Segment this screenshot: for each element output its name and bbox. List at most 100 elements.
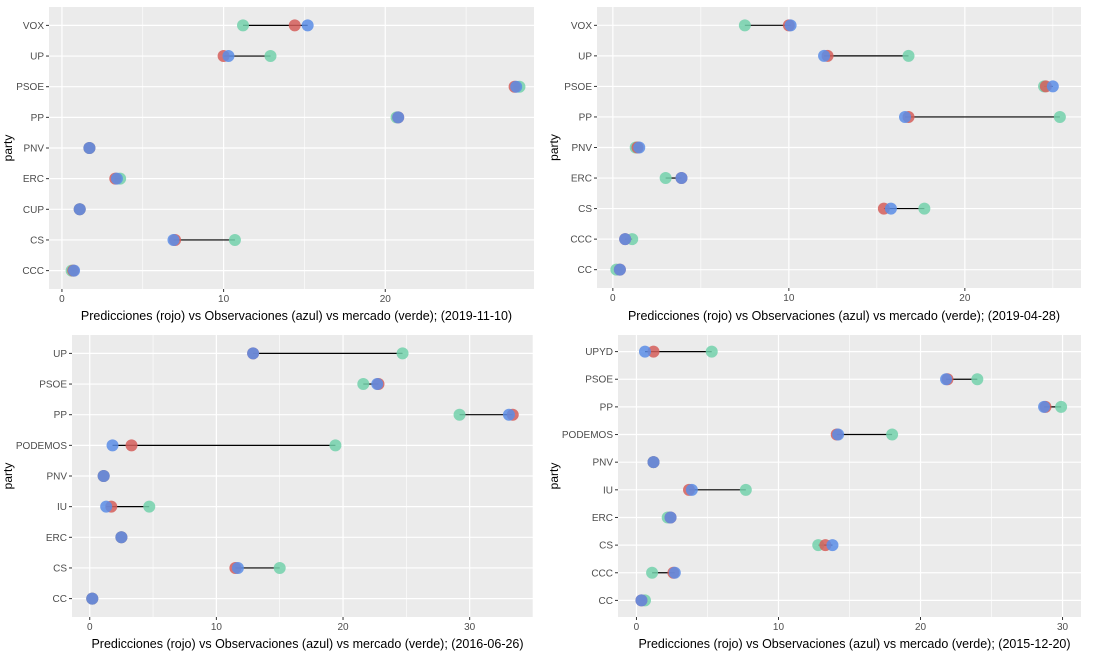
observation-point-erc bbox=[115, 531, 128, 544]
x-axis-title: Predicciones (rojo) vs Observaciones (az… bbox=[91, 637, 523, 651]
y-tick-label: UP bbox=[30, 52, 44, 63]
prediction-point-upyd bbox=[647, 345, 660, 358]
observation-point-vox bbox=[301, 19, 314, 32]
y-tick-label: PSOE bbox=[564, 82, 592, 93]
observation-point-psoe bbox=[510, 80, 523, 93]
x-tick-label: 20 bbox=[915, 622, 927, 633]
market-point-podemos bbox=[886, 428, 899, 441]
y-tick-label: PODEMOS bbox=[16, 441, 67, 452]
market-point-upyd bbox=[705, 345, 718, 358]
y-tick-label: PSOE bbox=[39, 380, 67, 391]
observation-point-pp bbox=[899, 110, 911, 123]
y-axis-title: party bbox=[547, 463, 561, 490]
observation-point-pnv bbox=[83, 142, 96, 154]
market-point-pp bbox=[453, 408, 466, 421]
x-tick-label: 0 bbox=[59, 294, 65, 305]
observation-point-ccc bbox=[668, 566, 681, 579]
y-tick-label: PP bbox=[600, 402, 614, 413]
x-tick-label: 10 bbox=[211, 622, 223, 633]
observation-point-cc bbox=[613, 263, 626, 276]
observation-point-pnv bbox=[97, 470, 110, 482]
y-tick-label: UP bbox=[53, 349, 67, 360]
observation-point-pp bbox=[502, 408, 515, 421]
observation-point-vox bbox=[784, 19, 797, 32]
x-axis-title: Predicciones (rojo) vs Observaciones (az… bbox=[81, 309, 512, 323]
y-tick-label: IU bbox=[57, 502, 67, 513]
observation-point-pp bbox=[392, 111, 405, 124]
y-tick-label: CS bbox=[578, 204, 592, 215]
x-axis-title: Predicciones (rojo) vs Observaciones (az… bbox=[628, 309, 1060, 323]
y-tick-label: VOX bbox=[23, 21, 44, 32]
observation-point-pnv bbox=[647, 456, 660, 469]
observation-point-pp bbox=[1038, 400, 1051, 413]
y-axis-title: party bbox=[1, 463, 15, 490]
observation-point-up bbox=[222, 50, 235, 63]
y-tick-label: PSOE bbox=[585, 375, 613, 386]
market-point-up bbox=[396, 347, 409, 360]
y-tick-label: ERC bbox=[23, 174, 44, 185]
observation-point-cup bbox=[73, 203, 86, 216]
y-tick-label: PNV bbox=[23, 144, 44, 155]
observation-point-iu bbox=[685, 483, 698, 496]
prediction-point-vox bbox=[288, 19, 301, 32]
y-tick-label: CC bbox=[578, 265, 592, 276]
observation-point-cs bbox=[231, 561, 244, 574]
y-tick-label: VOX bbox=[571, 21, 592, 32]
observation-point-erc bbox=[675, 172, 688, 185]
market-point-pp bbox=[1053, 110, 1066, 123]
prediction-point-podemos bbox=[125, 439, 138, 452]
observation-point-cs bbox=[167, 233, 180, 246]
market-point-vox bbox=[738, 19, 751, 32]
y-tick-label: CUP bbox=[23, 205, 44, 216]
observation-point-cc bbox=[635, 594, 648, 607]
observation-point-psoe bbox=[371, 378, 384, 391]
y-tick-label: ERC bbox=[592, 513, 613, 524]
y-tick-label: CCC bbox=[591, 568, 613, 579]
market-point-up bbox=[264, 50, 277, 63]
observation-point-cc bbox=[86, 592, 99, 605]
y-tick-label: ERC bbox=[46, 533, 67, 544]
market-point-cs bbox=[273, 561, 286, 574]
x-tick-label: 10 bbox=[218, 294, 230, 305]
market-point-pp bbox=[1055, 400, 1068, 413]
observation-point-psoe bbox=[940, 373, 953, 386]
y-tick-label: PSOE bbox=[16, 82, 44, 93]
market-point-psoe bbox=[357, 378, 370, 391]
market-point-ccc bbox=[646, 566, 659, 579]
observation-point-up bbox=[247, 347, 260, 360]
y-tick-label: ERC bbox=[571, 174, 592, 185]
x-tick-label: 20 bbox=[337, 622, 349, 633]
observation-point-cs bbox=[826, 539, 839, 552]
observation-point-upyd bbox=[638, 345, 651, 358]
y-axis-title: party bbox=[1, 135, 15, 162]
market-point-psoe bbox=[971, 373, 984, 386]
x-tick-label: 10 bbox=[783, 293, 795, 304]
x-tick-label: 10 bbox=[773, 622, 785, 633]
observation-point-iu bbox=[100, 500, 113, 513]
observation-point-cs bbox=[884, 202, 897, 215]
observation-point-up bbox=[818, 49, 831, 62]
observation-point-ccc bbox=[619, 233, 632, 246]
x-tick-label: 20 bbox=[959, 293, 971, 304]
x-axis-title: Predicciones (rojo) vs Observaciones (az… bbox=[638, 637, 1070, 651]
x-tick-label: 0 bbox=[87, 622, 93, 633]
market-point-podemos bbox=[329, 439, 342, 452]
market-point-up bbox=[902, 49, 915, 62]
market-point-iu bbox=[739, 483, 752, 496]
y-tick-label: CC bbox=[599, 596, 613, 607]
y-tick-label: UP bbox=[578, 51, 592, 62]
observation-point-ccc bbox=[68, 264, 81, 277]
y-tick-label: PP bbox=[579, 112, 593, 123]
observation-point-erc bbox=[664, 511, 677, 524]
y-tick-label: PODEMOS bbox=[562, 430, 613, 441]
observation-point-erc bbox=[110, 172, 123, 185]
y-tick-label: CC bbox=[53, 594, 67, 605]
y-tick-label: CS bbox=[53, 563, 67, 574]
y-tick-label: PNV bbox=[571, 143, 592, 154]
market-point-erc bbox=[659, 172, 672, 185]
y-tick-label: PNV bbox=[46, 472, 67, 483]
market-point-vox bbox=[237, 19, 249, 32]
x-tick-label: 20 bbox=[380, 294, 392, 305]
observation-point-psoe bbox=[1046, 80, 1059, 93]
